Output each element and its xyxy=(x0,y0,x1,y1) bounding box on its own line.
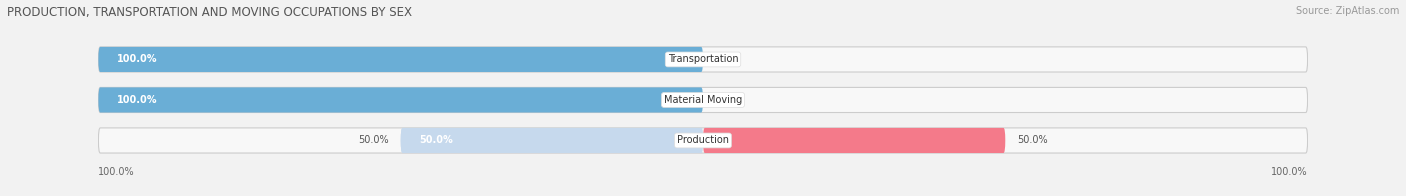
Text: 0.0%: 0.0% xyxy=(716,54,740,64)
Text: 0.0%: 0.0% xyxy=(716,95,740,105)
Text: Source: ZipAtlas.com: Source: ZipAtlas.com xyxy=(1295,6,1399,16)
Text: 100.0%: 100.0% xyxy=(117,54,157,64)
Text: 50.0%: 50.0% xyxy=(419,135,453,145)
Text: 50.0%: 50.0% xyxy=(1018,135,1047,145)
FancyBboxPatch shape xyxy=(98,47,703,72)
FancyBboxPatch shape xyxy=(401,128,703,153)
FancyBboxPatch shape xyxy=(401,128,703,153)
Text: Material Moving: Material Moving xyxy=(664,95,742,105)
Text: 100.0%: 100.0% xyxy=(98,167,135,177)
FancyBboxPatch shape xyxy=(98,47,1308,72)
FancyBboxPatch shape xyxy=(98,87,703,113)
Text: 100.0%: 100.0% xyxy=(1271,167,1308,177)
Text: 100.0%: 100.0% xyxy=(117,95,157,105)
FancyBboxPatch shape xyxy=(703,128,1005,153)
FancyBboxPatch shape xyxy=(98,87,1308,113)
Text: PRODUCTION, TRANSPORTATION AND MOVING OCCUPATIONS BY SEX: PRODUCTION, TRANSPORTATION AND MOVING OC… xyxy=(7,6,412,19)
Text: Production: Production xyxy=(678,135,728,145)
FancyBboxPatch shape xyxy=(98,128,1308,153)
Text: Transportation: Transportation xyxy=(668,54,738,64)
Text: 50.0%: 50.0% xyxy=(359,135,388,145)
